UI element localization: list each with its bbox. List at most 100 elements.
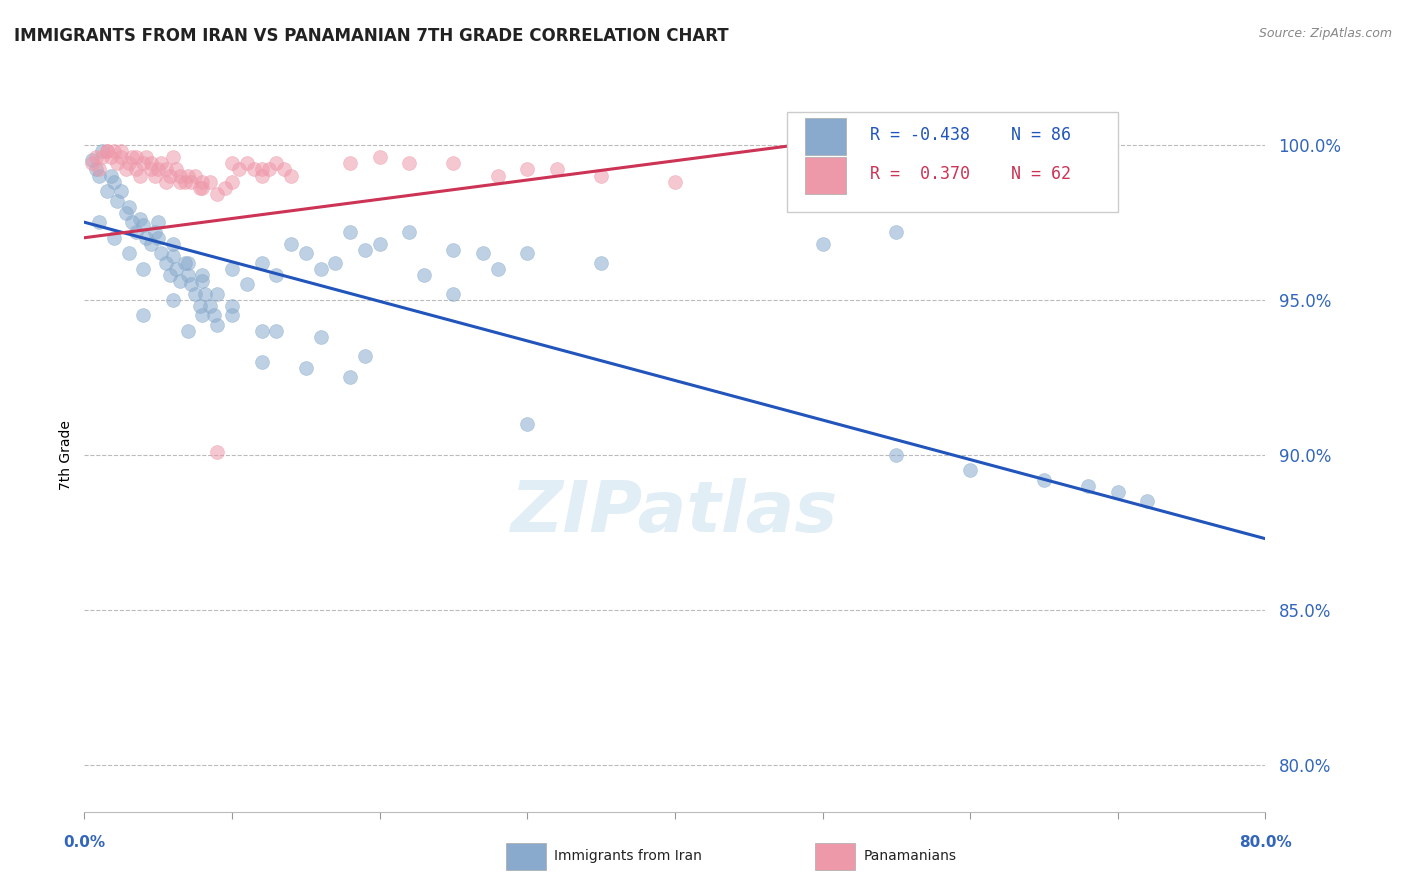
Point <box>264 156 288 170</box>
Point <box>194 286 217 301</box>
Point <box>143 225 166 239</box>
Point <box>188 181 211 195</box>
Point <box>177 169 200 183</box>
Text: ZIPatlas: ZIPatlas <box>512 477 838 547</box>
Point <box>139 162 162 177</box>
Point <box>114 206 136 220</box>
Point <box>100 169 122 183</box>
Point <box>96 184 118 198</box>
Point <box>96 144 118 158</box>
Point <box>202 308 225 322</box>
Point <box>91 150 114 164</box>
Point <box>135 150 157 164</box>
Point <box>129 212 152 227</box>
Point <box>191 181 214 195</box>
Point <box>441 243 464 257</box>
Point <box>221 299 243 313</box>
Point <box>103 231 125 245</box>
Text: IMMIGRANTS FROM IRAN VS PANAMANIAN 7TH GRADE CORRELATION CHART: IMMIGRANTS FROM IRAN VS PANAMANIAN 7TH G… <box>14 27 728 45</box>
Point <box>103 175 125 189</box>
Point <box>1032 473 1054 487</box>
Point <box>132 261 155 276</box>
Text: R = -0.438: R = -0.438 <box>870 127 970 145</box>
Point <box>159 268 181 282</box>
FancyBboxPatch shape <box>804 118 846 155</box>
Point <box>354 349 377 363</box>
Point <box>221 308 243 322</box>
Point <box>309 261 332 276</box>
Point <box>150 156 173 170</box>
Point <box>162 249 184 263</box>
Point <box>339 225 361 239</box>
Point <box>280 236 302 251</box>
Point <box>169 175 191 189</box>
Point <box>105 194 128 208</box>
Point <box>205 187 228 202</box>
Point <box>162 150 184 164</box>
Point <box>155 255 177 269</box>
Point <box>250 255 273 269</box>
Point <box>177 268 200 282</box>
Point <box>125 150 148 164</box>
Point <box>198 175 221 189</box>
Point <box>125 225 148 239</box>
Point <box>173 175 195 189</box>
Point <box>188 299 211 313</box>
Point <box>1136 494 1159 508</box>
Point <box>184 169 207 183</box>
Point <box>354 243 377 257</box>
Point <box>173 255 195 269</box>
Text: Source: ZipAtlas.com: Source: ZipAtlas.com <box>1258 27 1392 40</box>
FancyBboxPatch shape <box>787 112 1118 212</box>
Point <box>84 162 107 177</box>
Point <box>398 156 420 170</box>
Point <box>339 370 361 384</box>
Point <box>191 274 214 288</box>
Point <box>159 169 181 183</box>
Point <box>121 150 143 164</box>
Point <box>191 308 214 322</box>
Point <box>169 169 191 183</box>
Point <box>114 162 136 177</box>
Point <box>118 200 141 214</box>
Point <box>100 150 122 164</box>
Point <box>1077 479 1099 493</box>
Point <box>155 175 177 189</box>
Point <box>250 324 273 338</box>
Point <box>135 231 157 245</box>
Point <box>165 261 187 276</box>
Point <box>1107 485 1129 500</box>
Point <box>162 293 184 307</box>
Point <box>221 156 243 170</box>
Point <box>148 231 170 245</box>
Text: 80.0%: 80.0% <box>1239 836 1292 850</box>
Point <box>264 324 288 338</box>
Point <box>235 156 259 170</box>
Point <box>177 255 200 269</box>
Point <box>143 169 166 183</box>
Point <box>198 299 221 313</box>
Point <box>80 153 103 168</box>
Point <box>205 286 228 301</box>
Point <box>441 286 464 301</box>
Point <box>87 215 111 229</box>
Point <box>228 162 250 177</box>
Point <box>591 169 613 183</box>
Point <box>180 277 202 292</box>
Point <box>516 162 538 177</box>
Point <box>103 144 125 158</box>
Point <box>441 156 464 170</box>
Point <box>139 156 162 170</box>
Point <box>129 169 152 183</box>
Point <box>221 175 243 189</box>
Point <box>118 246 141 260</box>
Point <box>132 308 155 322</box>
Point <box>221 261 243 276</box>
Point <box>148 162 170 177</box>
Point <box>105 156 128 170</box>
Point <box>886 225 908 239</box>
Point <box>486 169 509 183</box>
Point <box>250 162 273 177</box>
Point <box>148 215 170 229</box>
Point <box>273 162 295 177</box>
